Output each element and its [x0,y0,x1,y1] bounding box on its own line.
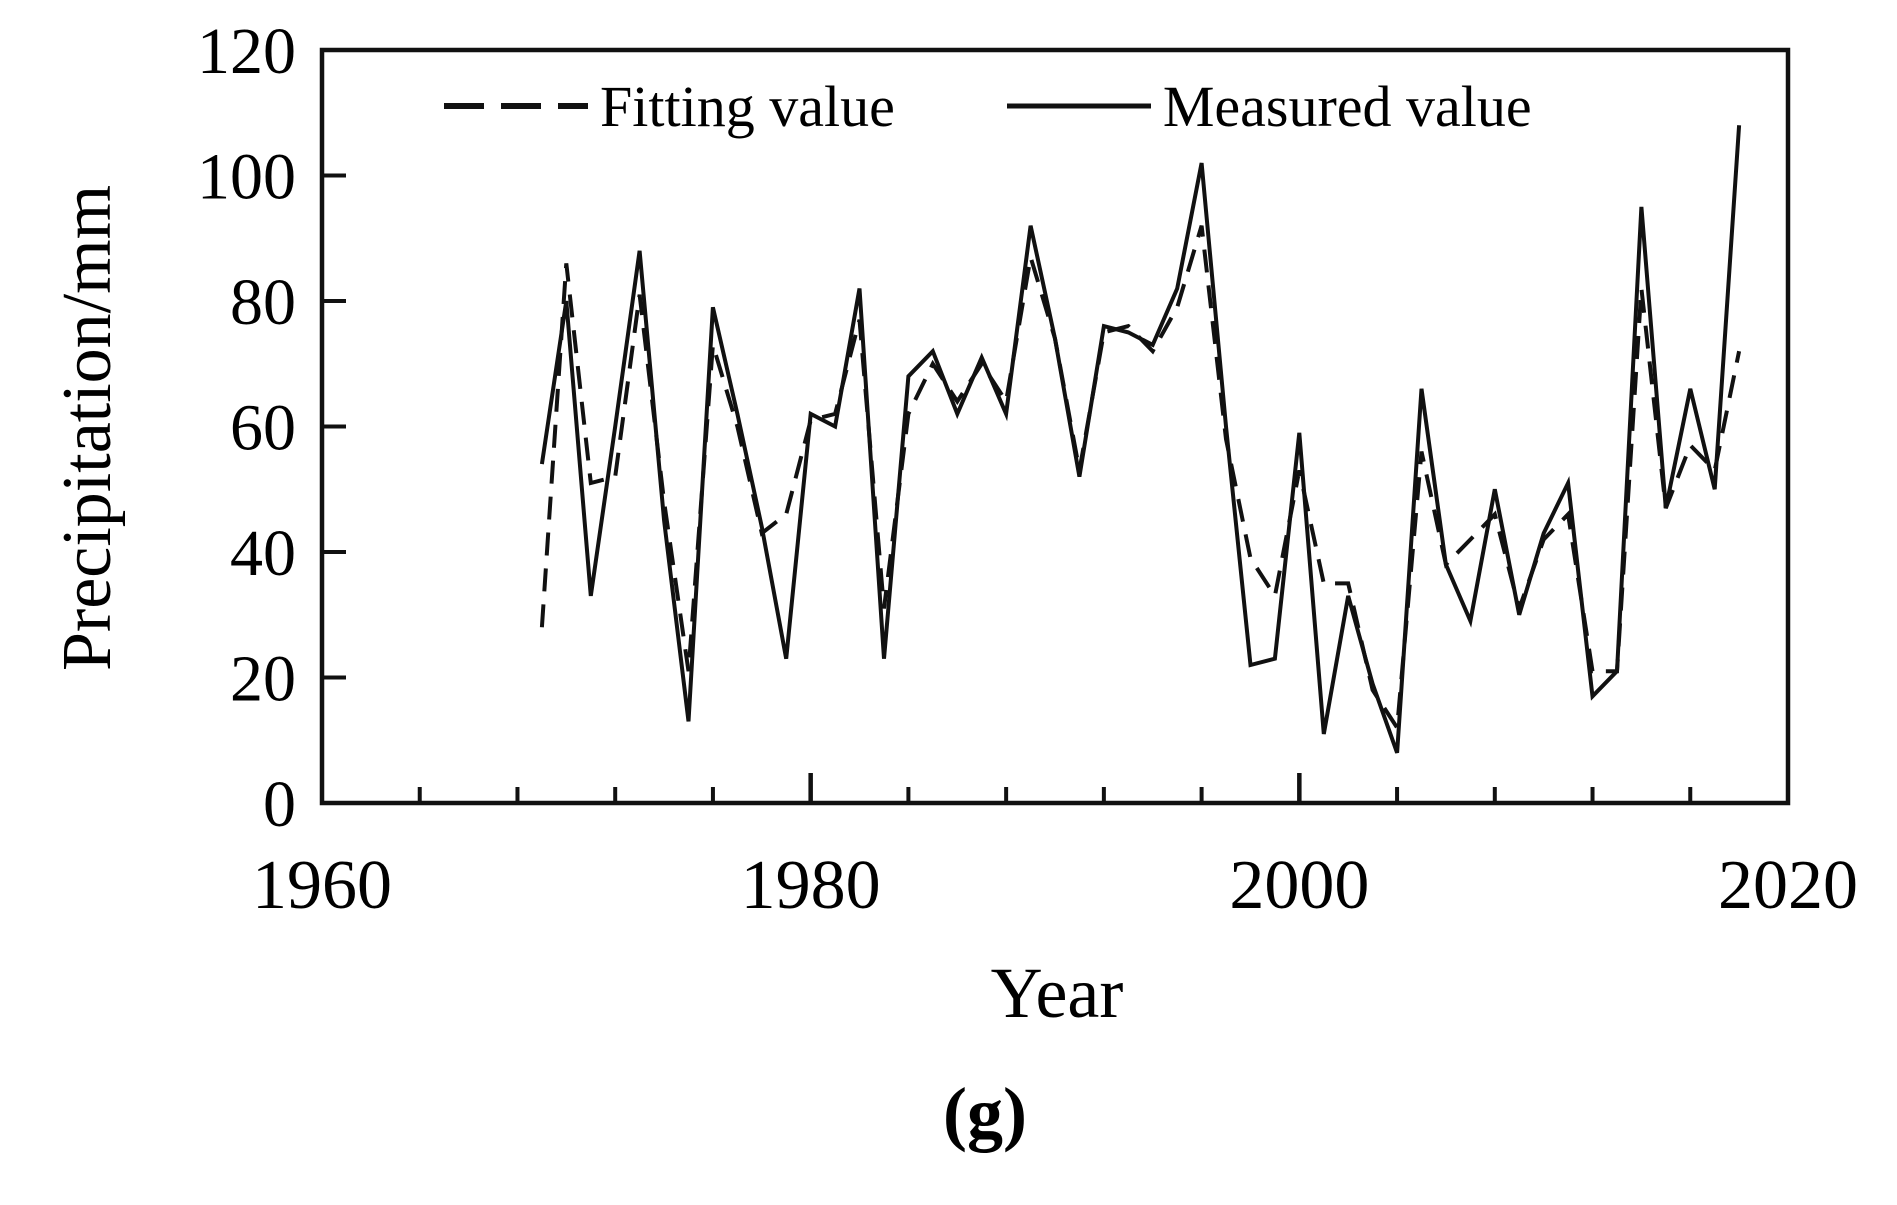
y-tick-label: 0 [263,768,296,841]
figure-caption: (g) [943,1073,1027,1153]
legend-entry-measured: Measured value [1005,71,1532,141]
x-tick-label: 1980 [741,847,881,924]
y-tick-label: 80 [230,266,296,339]
legend-label-fitting: Fitting value [600,73,895,139]
y-tick-label: 60 [230,392,296,465]
data-series [539,125,1742,754]
x-axis-title: Year [990,953,1124,1033]
axis-ticks [322,173,1693,803]
y-axis-title: Precipitation/mm [49,184,126,672]
axis-tick-labels: 0 20 40 60 80 100 120 1960 1980 2000 2020 [197,15,1858,924]
legend-entry-fitting: Fitting value [442,71,895,141]
measured-value-line [539,125,1742,754]
y-tick-label: 100 [197,141,296,214]
fitting-value-line [539,225,1742,734]
y-tick-label: 120 [197,15,296,88]
plot-border [319,47,1791,806]
legend: Fitting value Measured value [442,70,1532,142]
y-tick-label: 20 [230,643,296,716]
legend-label-measured: Measured value [1162,73,1532,139]
y-tick-label: 40 [230,517,296,590]
x-tick-label: 2000 [1229,847,1369,924]
dashed-line-sample-icon [444,103,588,109]
solid-line-sample-icon [1006,103,1151,109]
x-tick-label: 2020 [1718,847,1858,924]
x-tick-label: 1960 [252,847,392,924]
plot-frame [319,47,1791,806]
